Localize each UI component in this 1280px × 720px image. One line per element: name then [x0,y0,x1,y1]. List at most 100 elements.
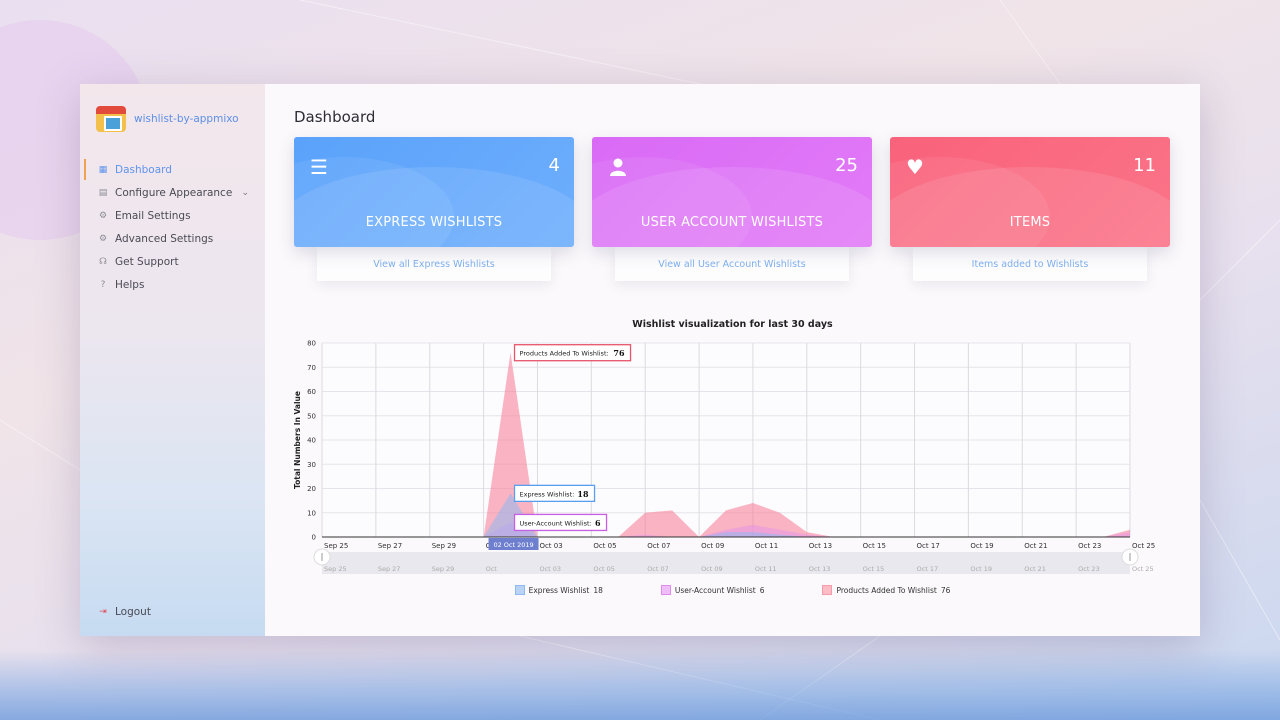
tooltip-value: 76 [613,348,625,358]
crosshair-date-label: 02 Oct 2019 [493,541,533,549]
sidebar: wishlist-by-appmixo ▦ Dashboard ▤ Config… [80,84,265,636]
navigator-tick-label: Oct 19 [970,565,992,573]
x-tick-label: Oct 03 [539,542,562,550]
chevron-down-icon[interactable]: ⌄ [241,187,249,198]
navigator-track [322,552,1130,574]
items-card-wrap: ♥ 11 ITEMS Items added to Wishlists [890,137,1170,281]
navigator-tick-label: Oct [486,565,498,573]
x-tick-label: Sep 27 [378,542,402,550]
x-tick-label: Oct 17 [917,542,940,550]
navigator-tick-label: Oct 07 [647,565,669,573]
grid-icon: ▦ [98,164,108,175]
sidebar-item-get-support[interactable]: ☊ Get Support [80,250,265,273]
sidebar-item-label: Configure Appearance [115,186,233,199]
chart-title: Wishlist visualization for last 30 days [632,319,833,330]
logout-icon: ⇥ [99,607,107,617]
legend-value: 6 [759,585,765,595]
app-window: wishlist-by-appmixo ▦ Dashboard ▤ Config… [80,84,1200,636]
legend-user-account-wishlist[interactable]: User-Account Wishlist 6 [660,585,765,595]
user-account-wishlists-count: 25 [835,155,858,176]
x-tick-label: Oct 19 [970,542,993,550]
page-title: Dashboard [294,108,376,126]
x-tick-label: Oct 25 [1132,542,1155,550]
express-wishlists-label: EXPRESS WISHLISTS [365,215,503,230]
tooltip-label: User-Account Wishlist: [520,519,592,527]
legend-label: Products Added To Wishlist [836,585,937,595]
sidebar-item-email-settings[interactable]: ⚙ Email Settings [80,204,265,227]
tooltip-label: Products Added To Wishlist: [520,350,609,358]
y-tick-label: 40 [307,437,316,445]
user-icon [608,157,628,180]
y-tick-label: 0 [312,534,316,542]
sidebar-item-configure-appearance[interactable]: ▤ Configure Appearance ⌄ [80,181,265,204]
navigator-tick-label: Oct 05 [593,565,615,573]
logout-label: Logout [115,606,151,618]
navigator-tick-label: Oct 15 [863,565,885,573]
view-express-wishlists-link[interactable]: View all Express Wishlists [317,247,551,281]
items-added-link[interactable]: Items added to Wishlists [913,247,1147,281]
sidebar-item-label: Advanced Settings [115,232,214,245]
y-tick-label: 80 [307,340,316,348]
brand-name: wishlist-by-appmixo [134,113,239,125]
tooltip-box [513,344,632,362]
x-tick-label: Oct 11 [755,542,778,550]
items-card[interactable]: ♥ 11 ITEMS [890,137,1170,247]
sidebar-nav: ▦ Dashboard ▤ Configure Appearance ⌄ ⚙ E… [80,158,265,296]
legend-label: Express Wishlist [528,585,590,595]
gear-icon: ⚙ [98,233,108,244]
sidebar-item-dashboard[interactable]: ▦ Dashboard [80,158,265,181]
sidebar-item-label: Helps [115,278,145,291]
navigator-tick-label: Sep 27 [378,565,401,573]
store-logo-icon [96,106,126,132]
x-tick-label: Oct 05 [593,542,616,550]
navigator-tick-label: Oct 13 [809,565,831,573]
navigator-tick-label: Oct 25 [1132,565,1154,573]
user-account-wishlists-card-wrap: 25 USER ACCOUNT WISHLISTS View all User … [592,137,872,281]
sidebar-item-advanced-settings[interactable]: ⚙ Advanced Settings [80,227,265,250]
sidebar-item-label: Dashboard [115,163,172,176]
express-wishlists-card-wrap: ☰ 4 EXPRESS WISHLISTS View all Express W… [294,137,574,281]
x-tick-label: Oct 21 [1024,542,1047,550]
legend-value: 76 [940,585,951,595]
x-tick-label: Sep 29 [432,542,456,550]
legend-label: User-Account Wishlist [674,585,756,595]
gear-icon: ⚙ [98,210,108,221]
y-tick-label: 70 [307,364,316,372]
sidebar-item-helps[interactable]: ? Helps [80,273,265,296]
navigator-tick-label: Oct 17 [917,565,939,573]
sidebar-item-label: Get Support [115,255,179,268]
x-tick-label: Sep 25 [324,542,348,550]
layout-icon: ▤ [98,187,108,198]
navigator-tick-label: Oct 11 [755,565,777,573]
y-tick-label: 10 [307,509,316,517]
tooltip-value: 6 [595,518,601,528]
user-account-wishlists-card[interactable]: 25 USER ACCOUNT WISHLISTS [592,137,872,247]
legend-swatch [660,585,671,595]
brand[interactable]: wishlist-by-appmixo [80,84,265,132]
user-account-wishlists-label: USER ACCOUNT WISHLISTS [640,215,824,230]
tooltip-box [513,513,608,532]
y-tick-label: 20 [307,485,316,493]
legend-value: 18 [593,585,603,595]
navigator-tick-label: Sep 25 [324,565,347,573]
express-wishlists-card[interactable]: ☰ 4 EXPRESS WISHLISTS [294,137,574,247]
wishlist-chart: 0 10 20 30 40 50 60 70 80 Sep 25 Sep 27 Sep 29 Oct Oc… [293,340,1155,574]
legend-express-wishlist[interactable]: Express Wishlist 18 [514,585,603,595]
navigator-tick-label: Oct 03 [539,565,561,573]
navigator-tick-label: Oct 21 [1024,565,1046,573]
y-tick-label: 60 [307,388,316,396]
legend-swatch [822,585,833,595]
x-tick-label: Oct 09 [701,542,724,550]
crosshair-date-box [488,538,539,550]
y-tick-label: 50 [307,412,316,420]
navigator-tick-label: Sep 29 [432,565,455,573]
headset-icon: ☊ [99,256,107,267]
main-content: Dashboard ☰ 4 EXPRESS WISHLISTS View all… [265,84,1200,636]
tooltip-value: 18 [577,489,589,499]
navigator-tick-label: Oct 09 [701,565,723,573]
logout-button[interactable]: ⇥ Logout [98,606,151,618]
legend-products-added[interactable]: Products Added To Wishlist 76 [822,585,950,595]
view-user-account-wishlists-link[interactable]: View all User Account Wishlists [615,247,849,281]
chart-legend: Express Wishlist 18 User-Account Wishlis… [265,585,1200,595]
question-icon: ? [100,279,106,290]
